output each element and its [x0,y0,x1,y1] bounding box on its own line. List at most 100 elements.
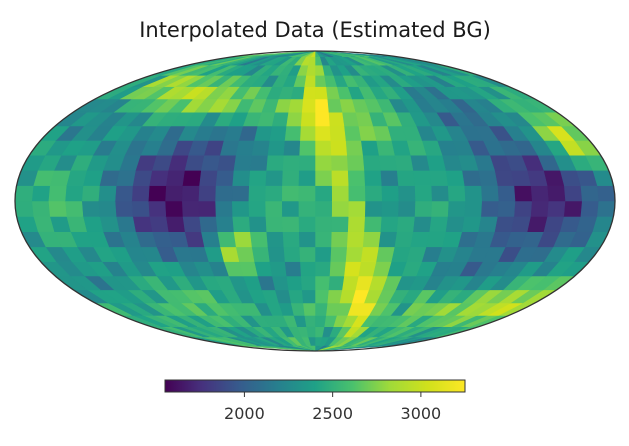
map-cell [463,185,483,202]
map-cell [282,231,300,248]
map-cell [148,216,169,232]
map-cell [268,261,287,277]
map-cell [298,154,316,171]
map-cell [430,185,449,202]
map-cell [326,98,343,113]
map-cell [314,216,332,232]
map-cell [314,111,330,127]
map-cell [164,185,183,202]
map-cell [546,200,566,217]
map-cell [347,170,366,186]
map-cell [328,111,345,127]
map-cell [198,216,218,232]
map-cell [298,216,316,232]
map-cell [281,185,299,202]
map-cell [97,185,117,202]
map-cell [343,125,362,141]
map-cell [302,86,316,100]
map-cell [282,246,301,262]
map-boundary [14,50,616,352]
map-cell [15,200,34,217]
map-cell [81,200,100,217]
map-cell [198,170,218,186]
map-cell [248,170,267,186]
map-cell [298,140,316,156]
map-cell [329,246,348,262]
map-cell [298,170,316,186]
map-cell [345,140,363,156]
map-cell [530,200,549,217]
map-cell [331,200,349,217]
map-cell [343,261,362,277]
map-cell [360,140,379,156]
map-cell [380,185,399,202]
map-cell [215,216,234,232]
map-cell [364,200,383,217]
map-cell [301,98,316,113]
map-cell [15,185,34,202]
map-cell [360,246,379,262]
map-cell [64,200,84,217]
map-cell [282,154,300,171]
map-cell [445,170,465,186]
map-cell [330,231,348,248]
map-cell [114,200,133,217]
map-cell [299,261,316,277]
map-cell [428,170,448,186]
map-cell [497,185,516,202]
map-cell [579,200,599,217]
map-cell [414,200,433,217]
map-cell [314,185,333,202]
map-cell [182,216,202,232]
map-cell [330,154,348,171]
map-cell [216,231,236,248]
map-cell [363,170,382,186]
map-cell [132,170,153,186]
map-cell [330,170,349,186]
map-cell [563,200,583,217]
map-cell [326,289,343,304]
map-cell [148,170,169,186]
map-cell [347,185,366,202]
map-cell [447,185,466,202]
map-cell [231,216,251,232]
colorbar [165,380,465,392]
map-cell [147,185,167,202]
map-cell [346,231,365,248]
map-cell [314,86,328,100]
map-cell [329,140,348,156]
map-pixel-cells [15,51,615,351]
map-cell [251,246,270,262]
map-cell [328,275,345,291]
map-cell [357,261,377,277]
map-cell [375,140,395,156]
map-cell [301,289,316,304]
map-cell [114,185,133,202]
map-cell [362,231,381,248]
map-cell [394,231,414,248]
map-cell [314,231,332,248]
colorbar-tick-label: 3000 [401,404,442,423]
map-cell [345,246,363,262]
map-cell [265,231,284,248]
map-cell [214,185,233,202]
map-cell [477,216,498,232]
map-cell [329,261,346,277]
map-cell [182,170,202,186]
map-cell [494,170,515,186]
map-cell [378,154,397,171]
map-cell [47,200,67,217]
map-cell [414,185,433,202]
map-cell [231,200,250,217]
map-cell [299,125,316,141]
map-cell [285,111,302,127]
map-cell [231,185,250,202]
map-cell [165,216,185,232]
map-cell [364,185,383,202]
map-cell [268,125,287,141]
map-cell [264,200,283,217]
map-cell [81,185,100,202]
map-cell [314,98,329,113]
map-cell [165,170,185,186]
map-cell [314,302,328,316]
